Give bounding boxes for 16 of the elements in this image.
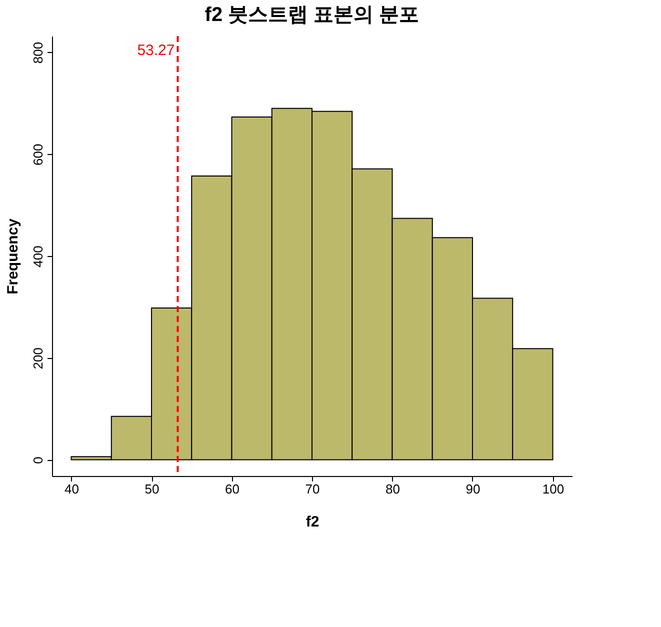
x-tick-label: 40 (64, 482, 79, 496)
x-tick-label: 70 (305, 482, 320, 496)
x-tick-label: 100 (542, 482, 564, 496)
x-tick-label: 90 (466, 482, 480, 496)
x-tick-label: 80 (386, 482, 400, 496)
y-tick-label: 600 (30, 144, 46, 166)
y-tick-label: 200 (30, 348, 46, 370)
x-tick-label: 50 (144, 482, 160, 496)
y-tick-label: 0 (30, 456, 46, 464)
ref-line-label: 53.27 (137, 42, 175, 59)
y-tick-label: 800 (30, 42, 46, 64)
y-tick-label: 400 (30, 246, 46, 268)
x-tick-label: 60 (225, 482, 240, 496)
chart-title: f2 붓스트랩 표본의 분포 (204, 4, 420, 26)
x-axis-title: f2 (306, 514, 320, 530)
y-axis-title: Frequency (4, 218, 22, 294)
